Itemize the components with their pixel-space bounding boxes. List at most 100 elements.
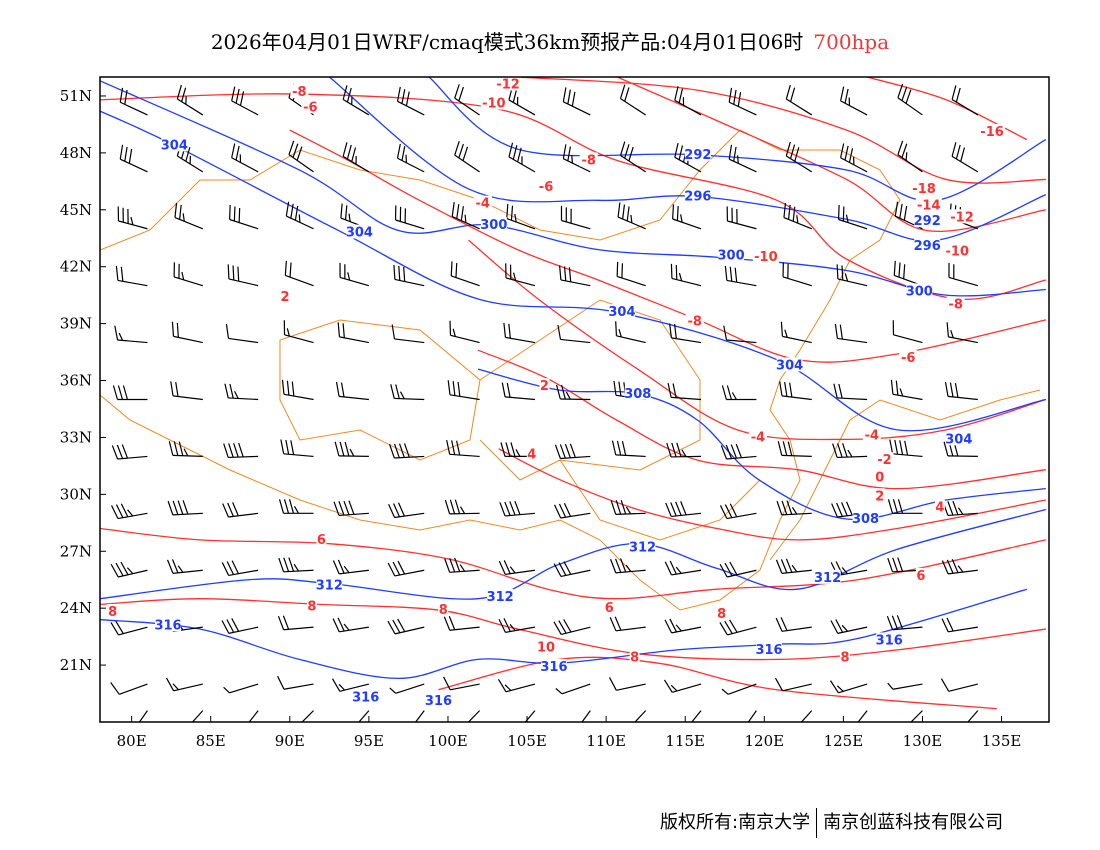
wind-barb [342, 85, 370, 116]
wind-barb [617, 202, 646, 230]
wind-barb [665, 501, 702, 518]
wind-barb [388, 443, 425, 459]
height-contour-label: 316 [755, 643, 782, 658]
temperature-contour-label-bg [537, 179, 556, 194]
temperature-contour-10 [438, 656, 997, 710]
wind-barb [829, 680, 868, 694]
wind-barb [414, 710, 425, 722]
axis-ticks: 80E 85E 90E 95E 100E 105E 110E 115E 120E 125E 130E… [60, 87, 1022, 750]
y-tick-label: 45N [60, 201, 92, 219]
temperature-contour-label: 8 [439, 603, 448, 618]
wind-barb [610, 499, 646, 515]
temperature-contour-label-bg [911, 180, 938, 195]
height-contour-label-bg [540, 658, 567, 673]
height-contour-label: 312 [814, 571, 841, 586]
height-contour-label-bg [480, 216, 507, 231]
wind-barb [664, 618, 702, 634]
temperature-contour-label: 10 [537, 641, 555, 656]
wind-barb [887, 682, 923, 690]
wind-barb [506, 203, 536, 230]
wind-barb [941, 559, 978, 575]
wind-barb [562, 144, 591, 173]
wind-barb [893, 260, 923, 287]
wind-barb [501, 382, 536, 401]
temperature-contour-label-bg [752, 249, 779, 264]
wind-barb [221, 560, 259, 577]
x-tick-label: 100E [428, 732, 468, 750]
wind-barb [723, 325, 757, 344]
map-frame [99, 76, 1050, 723]
height-contour-label: 300 [480, 218, 507, 233]
wind-barb [560, 205, 591, 230]
height-contour-label: 316 [876, 633, 903, 648]
temperature-contour-6 [100, 527, 1046, 600]
temperature-contour-label: -4 [865, 429, 879, 444]
wind-barb [223, 683, 259, 694]
wind-barb [450, 261, 480, 287]
temperature-contour-label-bg [473, 195, 492, 210]
height-contour-label-bg [718, 247, 745, 262]
wind-barb [726, 206, 757, 230]
wind-barb [836, 264, 868, 287]
temperature-contour-label-bg [579, 152, 598, 167]
temperature-contour-label-bg [946, 296, 965, 311]
wind-barb [174, 202, 204, 230]
temperature-contour-label: 6 [916, 569, 925, 584]
x-tick-label: 130E [903, 732, 943, 750]
wind-barb [619, 141, 647, 173]
wind-barb [499, 500, 536, 517]
temperature-contour-label: 0 [875, 470, 884, 485]
wind-barb [284, 260, 314, 287]
wind-barb [610, 558, 646, 574]
wind-barb [119, 87, 148, 116]
wind-barb [672, 204, 702, 230]
temperature-contour-label: 6 [605, 601, 614, 616]
temperature-contour-label: -8 [582, 153, 596, 168]
wind-barb [890, 379, 923, 401]
height-contour-label: 300 [906, 284, 933, 299]
temperature-contour--4 [468, 239, 1047, 441]
wind-barb [278, 499, 314, 514]
wind-barb [110, 682, 148, 695]
wind-barb [555, 384, 591, 401]
height-contour-label-bg [776, 357, 803, 372]
wind-barb [581, 710, 591, 722]
wind-barb [840, 143, 868, 173]
pressure-level: 700hpa [813, 30, 890, 54]
height-contour-label-bg [914, 213, 941, 228]
wind-barb [728, 144, 757, 173]
x-tick-label: 85E [196, 732, 226, 750]
wind-barb [498, 560, 536, 576]
wind-barb [553, 561, 591, 578]
temperature-contour-label-bg [949, 209, 976, 224]
wind-barb [167, 500, 203, 516]
wind-barb-layer [110, 83, 979, 722]
wind-barb [393, 264, 425, 287]
wind-barb [342, 142, 370, 173]
temperature-contour-label: -10 [754, 250, 778, 265]
temperature-contour-label-bg [604, 600, 615, 615]
wind-barb [857, 710, 868, 722]
temperature-contour-label-bg [685, 313, 704, 328]
wind-barb [334, 441, 369, 458]
temperature-contour-label: -18 [912, 182, 936, 197]
wind-barb [451, 202, 480, 230]
temperature-contour-label: -2 [877, 453, 891, 468]
wind-barb [557, 325, 591, 344]
wind-barb [332, 617, 369, 633]
wind-barb [389, 683, 425, 694]
temperature-contour-label: 8 [840, 651, 849, 666]
height-contour-label-bg [316, 577, 343, 592]
wind-barb [615, 321, 646, 344]
wind-barb [449, 320, 480, 344]
y-tick-label: 36N [60, 372, 92, 390]
wind-barb [554, 443, 591, 460]
wind-barb [783, 202, 812, 230]
title-main: 2026年04月01日WRF/cmaq模式36km预报产品:04月01日06时 [210, 30, 804, 54]
height-contour-label-bg [624, 385, 651, 400]
wind-barb [667, 383, 702, 401]
wind-barb [277, 615, 314, 631]
wind-barb [337, 322, 369, 344]
wind-barb [553, 619, 591, 635]
temperature-contour-2 [477, 349, 1046, 490]
